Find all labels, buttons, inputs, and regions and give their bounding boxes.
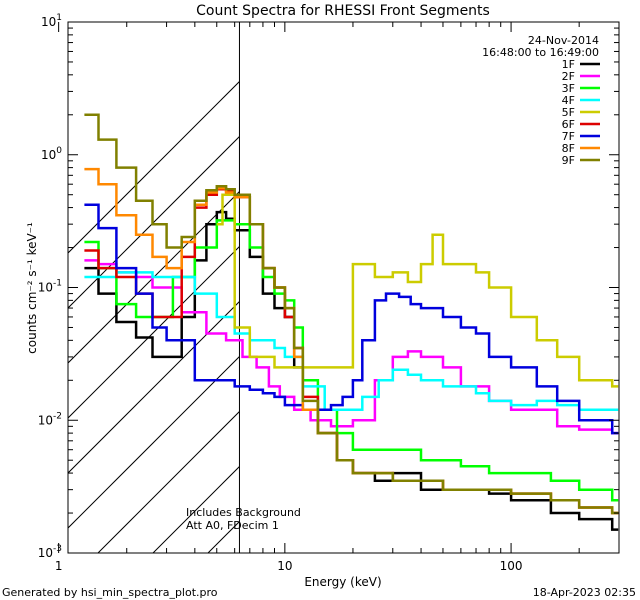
y-tick-label: 100 (41, 146, 62, 162)
legend-time-range: 16:48:00 to 16:49:00 (482, 46, 599, 59)
hatch-line (263, 22, 640, 553)
legend-label: 8F (562, 142, 575, 155)
series-line-7F (84, 203, 619, 435)
legend-label: 1F (562, 58, 575, 71)
series-line-5F (216, 193, 619, 388)
series-line-4F (84, 271, 619, 411)
y-tick-label: 101 (41, 13, 62, 29)
y-tick-label: 10-2 (38, 411, 62, 427)
x-axis: 1 10 100 (55, 22, 620, 573)
x-axis-label: Energy (keV) (304, 575, 381, 589)
legend: 24-Nov-2014 16:48:00 to 16:49:00 1F2F3F4… (482, 34, 600, 167)
y-tick-label: 10-3 (38, 544, 62, 560)
legend-label: 4F (562, 94, 575, 107)
legend-label: 6F (562, 118, 575, 131)
x-tick-label: 100 (500, 559, 523, 573)
series-line-9F (84, 113, 619, 515)
series-line-6F (84, 187, 619, 515)
legend-label: 2F (562, 70, 575, 83)
x-tick-label: 10 (277, 559, 292, 573)
note-background: Includes Background (186, 506, 301, 519)
hatch-line (97, 410, 240, 553)
legend-label: 7F (562, 130, 575, 143)
hatch-line (68, 300, 240, 474)
y-axis-label: counts cm⁻² s⁻¹ keV⁻¹ (25, 222, 39, 354)
chart-title: Count Spectra for RHESSI Front Segments (196, 3, 490, 19)
hatch-line (68, 190, 240, 364)
footer-timestamp: 18-Apr-2023 02:35 (533, 586, 636, 599)
x-tick-label: 1 (55, 559, 63, 573)
legend-label: 5F (562, 106, 575, 119)
y-tick-label: 10-1 (38, 279, 62, 295)
footer-generated-by: Generated by hsi_min_spectra_plot.pro (2, 586, 218, 599)
hatch-line (68, 135, 240, 309)
hatch-line (68, 80, 240, 254)
legend-label: 3F (562, 82, 575, 95)
series-line-2F (84, 259, 619, 435)
legend-date: 24-Nov-2014 (528, 34, 599, 47)
hatch-lines (68, 22, 640, 553)
series-line-1F (84, 210, 619, 531)
legend-label: 9F (562, 154, 575, 167)
note-attenuator: Att A0, FDecim 1 (186, 519, 279, 532)
hatch-line (207, 520, 240, 553)
series-layer (84, 113, 619, 531)
hatched-region (68, 22, 640, 553)
hatch-line (68, 245, 240, 419)
y-axis: 10-3 10-2 10-1 100 101 (38, 13, 619, 560)
hatch-line (68, 355, 240, 529)
series-line-3F (84, 219, 619, 502)
